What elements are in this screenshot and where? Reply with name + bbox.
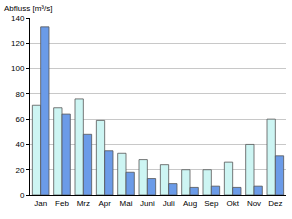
svg-text:Mrz: Mrz: [77, 199, 90, 208]
svg-text:Juni: Juni: [140, 199, 155, 208]
svg-text:Feb: Feb: [55, 199, 69, 208]
svg-text:Sep: Sep: [204, 199, 219, 208]
svg-text:Nov: Nov: [247, 199, 261, 208]
svg-text:100: 100: [11, 64, 25, 73]
svg-text:Apr: Apr: [98, 199, 111, 208]
svg-text:80: 80: [15, 90, 24, 99]
svg-text:40: 40: [15, 140, 24, 149]
svg-text:60: 60: [15, 115, 24, 124]
svg-text:Jan: Jan: [34, 199, 47, 208]
svg-text:Abfluss [m³/s]: Abfluss [m³/s]: [4, 4, 52, 13]
svg-text:120: 120: [11, 39, 25, 48]
svg-text:Aug: Aug: [183, 199, 197, 208]
svg-text:20: 20: [15, 166, 24, 175]
svg-text:Dez: Dez: [268, 199, 282, 208]
svg-text:Mai: Mai: [120, 199, 133, 208]
svg-text:0: 0: [20, 191, 25, 200]
svg-text:140: 140: [11, 14, 25, 23]
svg-text:Juli: Juli: [163, 199, 175, 208]
svg-text:Okt: Okt: [226, 199, 239, 208]
